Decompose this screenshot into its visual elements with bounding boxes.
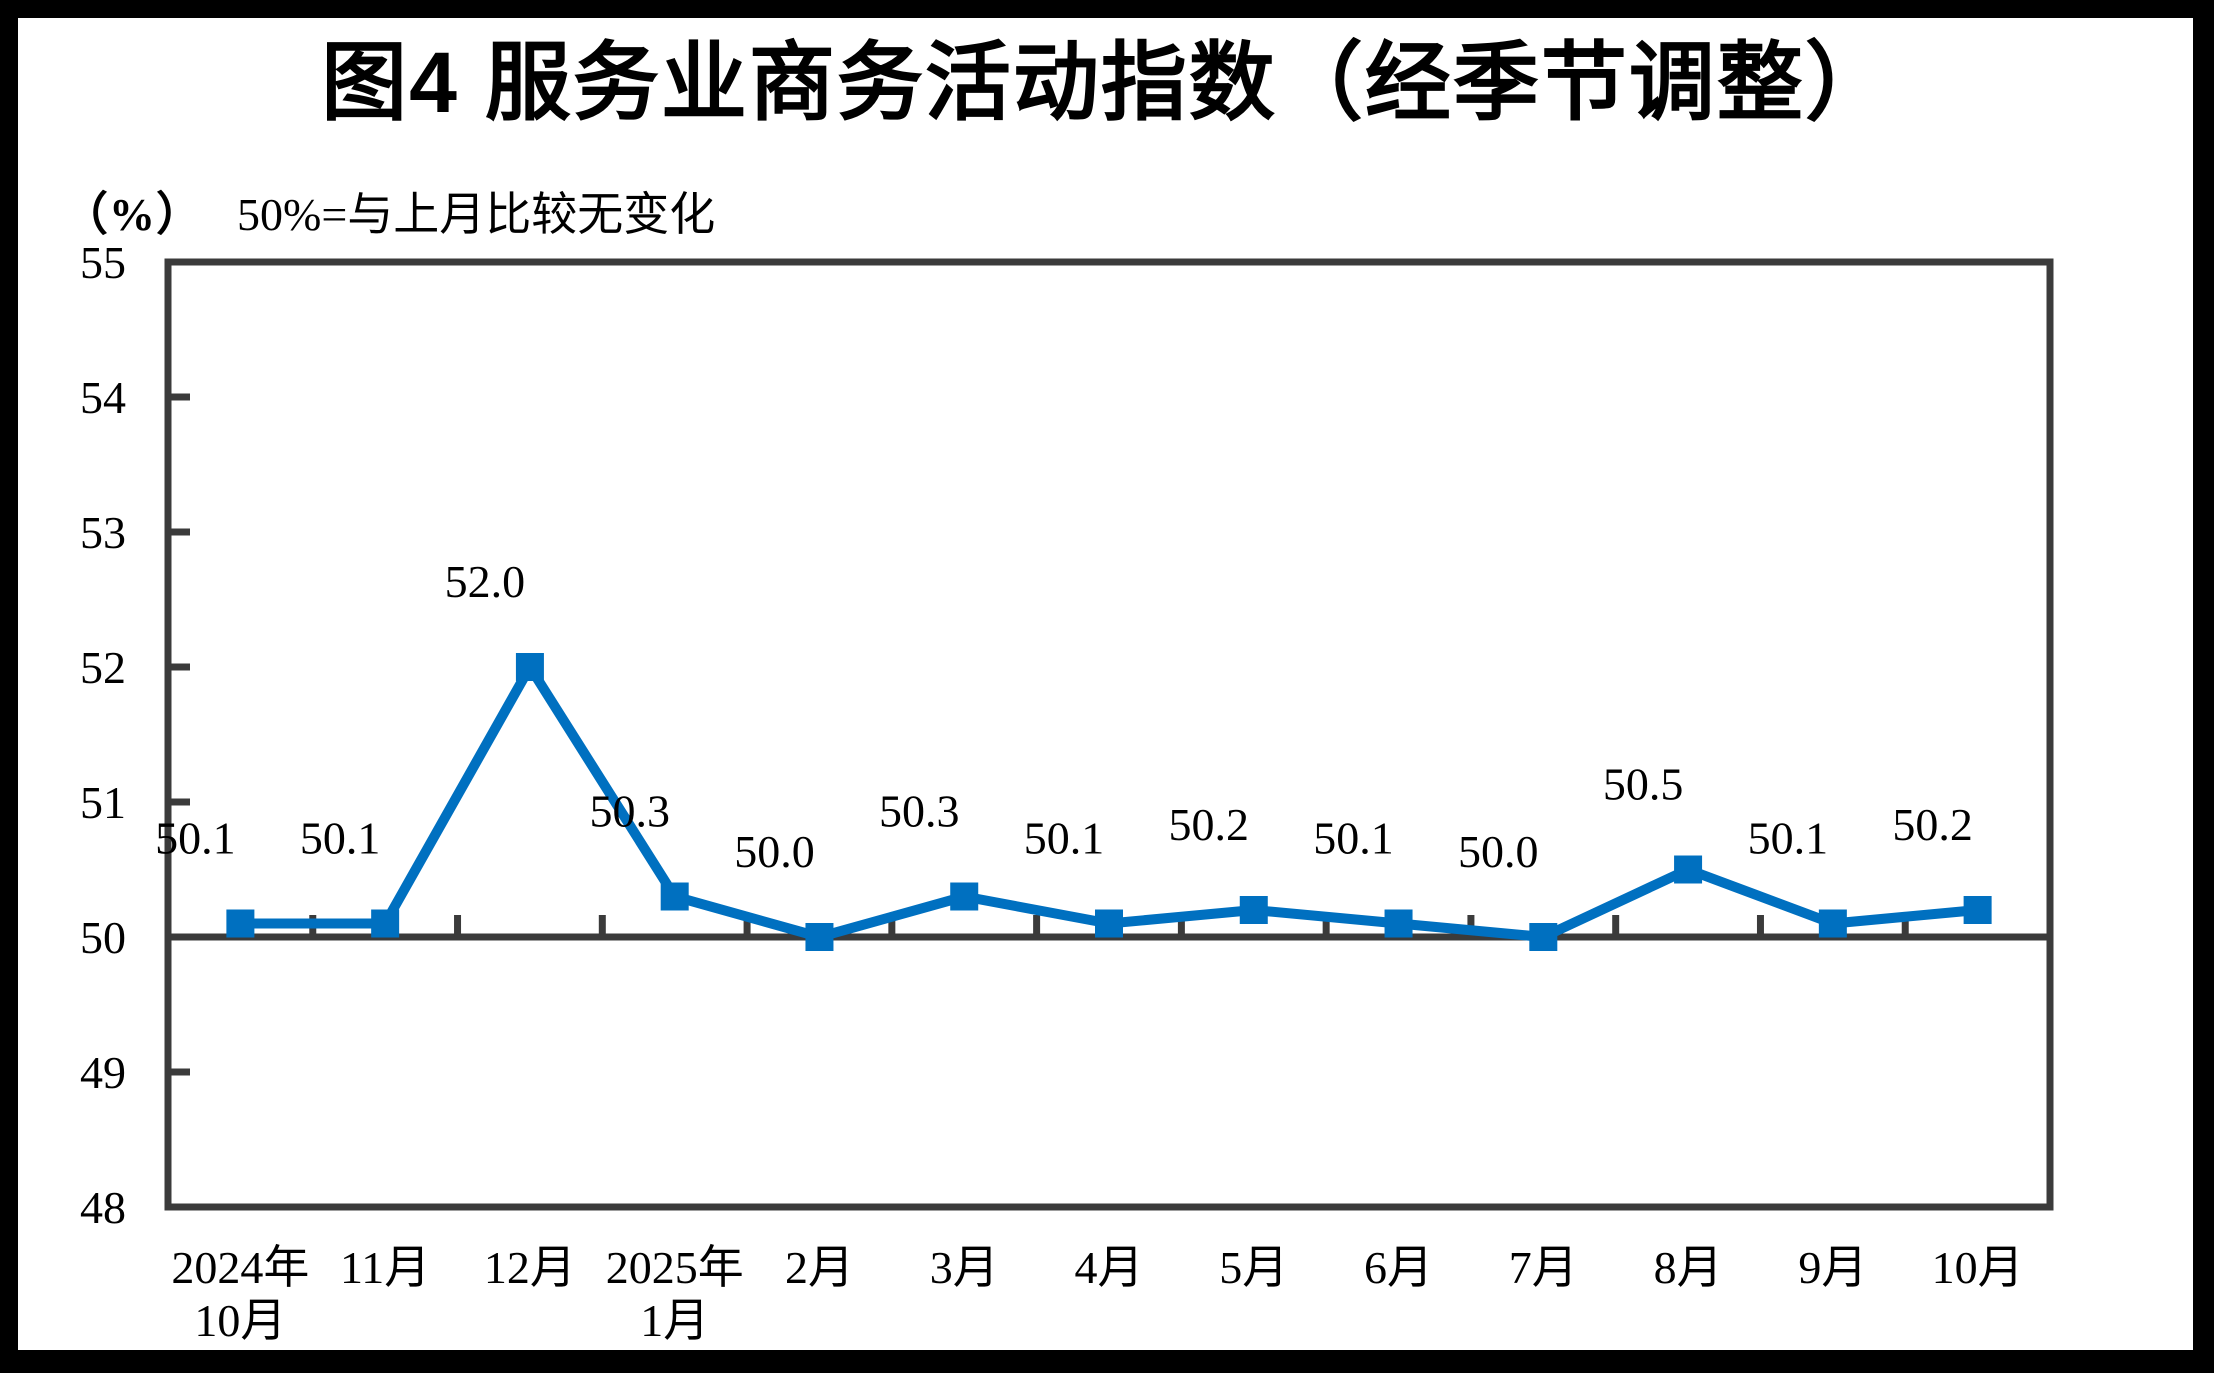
x-axis-category-label: 5月 <box>1219 1242 1288 1293</box>
x-axis-category-label: 4月 <box>1075 1242 1144 1293</box>
x-axis-category-label: 12月 <box>484 1242 576 1293</box>
data-point-marker <box>1818 909 1847 938</box>
data-point-label: 50.1 <box>300 813 381 864</box>
data-point-marker <box>1963 896 1992 924</box>
data-point-marker <box>226 909 255 938</box>
data-point-marker <box>660 882 689 911</box>
y-axis-tick-label: 54 <box>80 372 126 423</box>
y-axis-tick-label: 49 <box>80 1047 126 1098</box>
y-axis-tick-label: 53 <box>80 507 126 558</box>
data-point-marker <box>1674 855 1703 884</box>
series-line <box>240 657 1979 943</box>
x-axis-category-label: 6月 <box>1364 1242 1433 1293</box>
data-point-label: 50.1 <box>1748 813 1829 864</box>
x-axis-category-label: 10月 <box>1932 1242 2024 1293</box>
plot-border <box>164 258 2054 1211</box>
x-axis-category-label: 11月 <box>340 1242 430 1293</box>
x-axis-category-label: 8月 <box>1654 1242 1723 1293</box>
x-axis-category-label: 2025年 <box>606 1242 744 1293</box>
data-point-marker <box>1529 923 1558 951</box>
data-point-marker <box>1239 896 1268 924</box>
x-axis-category-label: 3月 <box>930 1242 999 1293</box>
y-axis-tick-label: 51 <box>80 777 126 828</box>
y-axis-tick-label: 55 <box>80 237 126 288</box>
data-point-label: 50.2 <box>1892 799 1973 850</box>
data-point-label: 50.5 <box>1603 759 1684 810</box>
y-axis-tick-label: 50 <box>80 912 126 963</box>
data-point-label: 50.1 <box>1313 813 1394 864</box>
data-point-marker <box>805 923 834 951</box>
data-point-label: 50.1 <box>1024 813 1105 864</box>
x-axis-category-label: 2024年 <box>171 1242 309 1293</box>
chart-paper <box>18 18 2193 1350</box>
y-axis-tick-label: 48 <box>80 1182 126 1233</box>
data-point-label: 52.0 <box>445 556 526 607</box>
x-axis-category-label: 7月 <box>1509 1242 1578 1293</box>
data-point-marker <box>1095 909 1123 938</box>
x-axis-category-label: 2月 <box>785 1242 854 1293</box>
x-axis-category-label: 10月 <box>194 1295 286 1346</box>
data-point-marker <box>1384 909 1413 938</box>
y-axis-unit-label: （%） <box>62 189 203 240</box>
data-point-label: 50.0 <box>734 826 815 877</box>
data-point-label: 50.3 <box>589 786 670 837</box>
x-axis-category-label: 9月 <box>1798 1242 1867 1293</box>
chart-title: 图4 服务业商务活动指数（经季节调整） <box>321 35 1893 131</box>
data-point-marker <box>950 882 979 911</box>
data-point-label: 50.2 <box>1169 799 1250 850</box>
baseline-note: 50%=与上月比较无变化 <box>237 189 716 240</box>
data-point-label: 50.0 <box>1458 826 1539 877</box>
data-point-marker <box>515 653 544 681</box>
x-axis-category-label: 1月 <box>640 1295 709 1346</box>
data-point-label: 50.1 <box>155 813 236 864</box>
data-point-marker <box>371 909 400 938</box>
data-point-label: 50.3 <box>879 786 960 837</box>
y-axis-tick-label: 52 <box>80 642 126 693</box>
chart-subtitle-row: （%） 50%=与上月比较无变化 <box>62 178 715 244</box>
